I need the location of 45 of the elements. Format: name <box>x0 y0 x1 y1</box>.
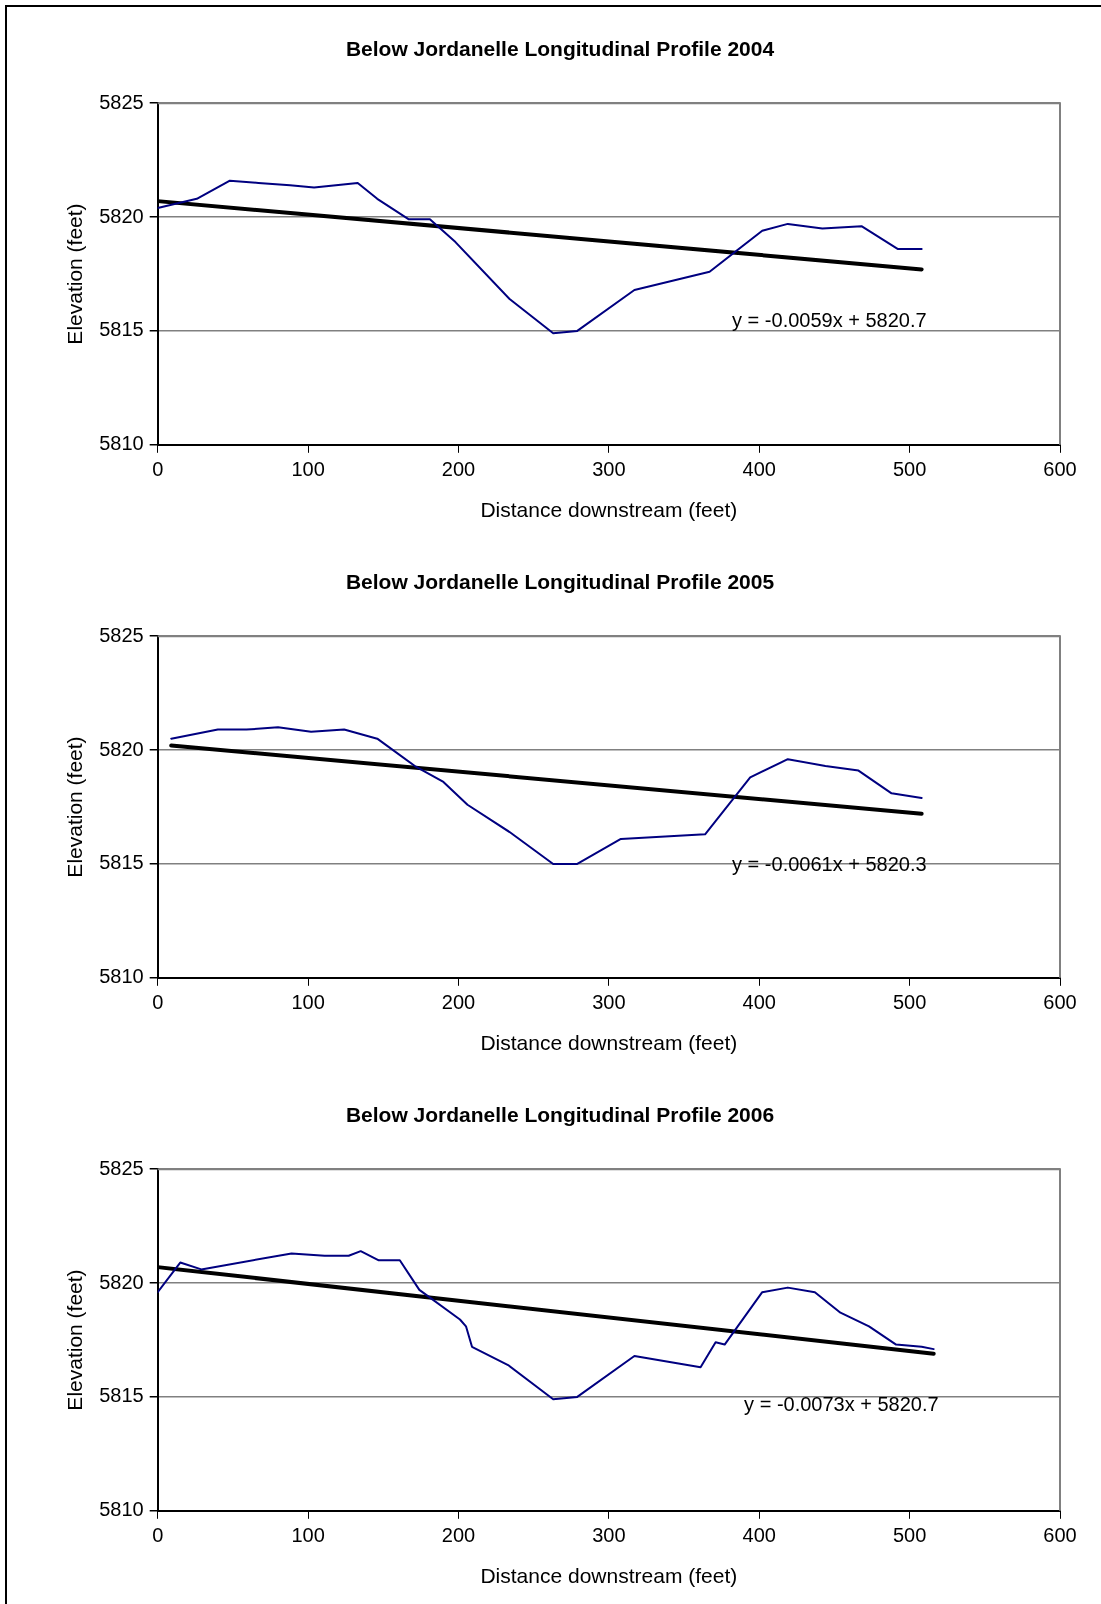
y-tick-label: 5810 <box>99 432 144 455</box>
y-tick-label: 5815 <box>99 318 144 341</box>
y-tick-label: 5810 <box>99 1498 144 1521</box>
chart-title: Below Jordanelle Longitudinal Profile 2006 <box>345 1103 775 1127</box>
x-tick-label: 400 <box>742 1524 776 1547</box>
x-tick-label: 600 <box>1043 991 1077 1014</box>
x-tick-label: 500 <box>892 458 927 481</box>
x-tick-label: 600 <box>1043 458 1077 481</box>
x-tick-label: 400 <box>742 991 776 1014</box>
x-axis-title: Distance downstream (feet) <box>480 498 738 522</box>
x-tick-label: 500 <box>892 1524 927 1547</box>
y-tick-label: 5815 <box>99 851 144 874</box>
x-tick-label: 0 <box>152 1524 164 1547</box>
y-axis-title: Elevation (feet) <box>63 203 87 345</box>
x-axis-title: Distance downstream (feet) <box>480 1564 738 1588</box>
y-axis-title: Elevation (feet) <box>63 736 87 878</box>
y-tick-label: 5810 <box>99 965 144 988</box>
x-tick-label: 200 <box>441 458 476 481</box>
x-tick-label: 600 <box>1043 1524 1077 1547</box>
y-tick-label: 5825 <box>99 90 144 113</box>
y-tick-label: 5815 <box>99 1384 144 1407</box>
x-tick-label: 100 <box>291 1524 325 1547</box>
annotation: y = -0.0061x + 5820.3 <box>732 853 927 876</box>
x-tick-label: 500 <box>892 991 927 1014</box>
chart-title: Below Jordanelle Longitudinal Profile 2004 <box>345 37 775 61</box>
x-tick-label: 200 <box>441 1524 476 1547</box>
x-tick-label: 0 <box>152 458 164 481</box>
y-tick-label: 5820 <box>99 1270 144 1293</box>
y-tick-label: 5825 <box>99 623 144 646</box>
x-tick-label: 300 <box>592 458 626 481</box>
x-tick-label: 300 <box>592 991 626 1014</box>
annotation: y = -0.0073x + 5820.7 <box>744 1393 939 1416</box>
x-tick-label: 0 <box>152 991 164 1014</box>
x-axis-title: Distance downstream (feet) <box>480 1031 738 1055</box>
y-tick-label: 5820 <box>99 204 144 227</box>
x-tick-label: 300 <box>592 1524 626 1547</box>
chart-title: Below Jordanelle Longitudinal Profile 2005 <box>345 570 775 594</box>
y-axis-title: Elevation (feet) <box>63 1269 87 1411</box>
x-tick-label: 100 <box>291 458 325 481</box>
annotation: y = -0.0059x + 5820.7 <box>732 308 927 331</box>
y-tick-label: 5825 <box>99 1156 144 1179</box>
y-tick-label: 5820 <box>99 737 144 760</box>
x-tick-label: 200 <box>441 991 476 1014</box>
x-tick-label: 100 <box>291 991 325 1014</box>
x-tick-label: 400 <box>742 458 776 481</box>
